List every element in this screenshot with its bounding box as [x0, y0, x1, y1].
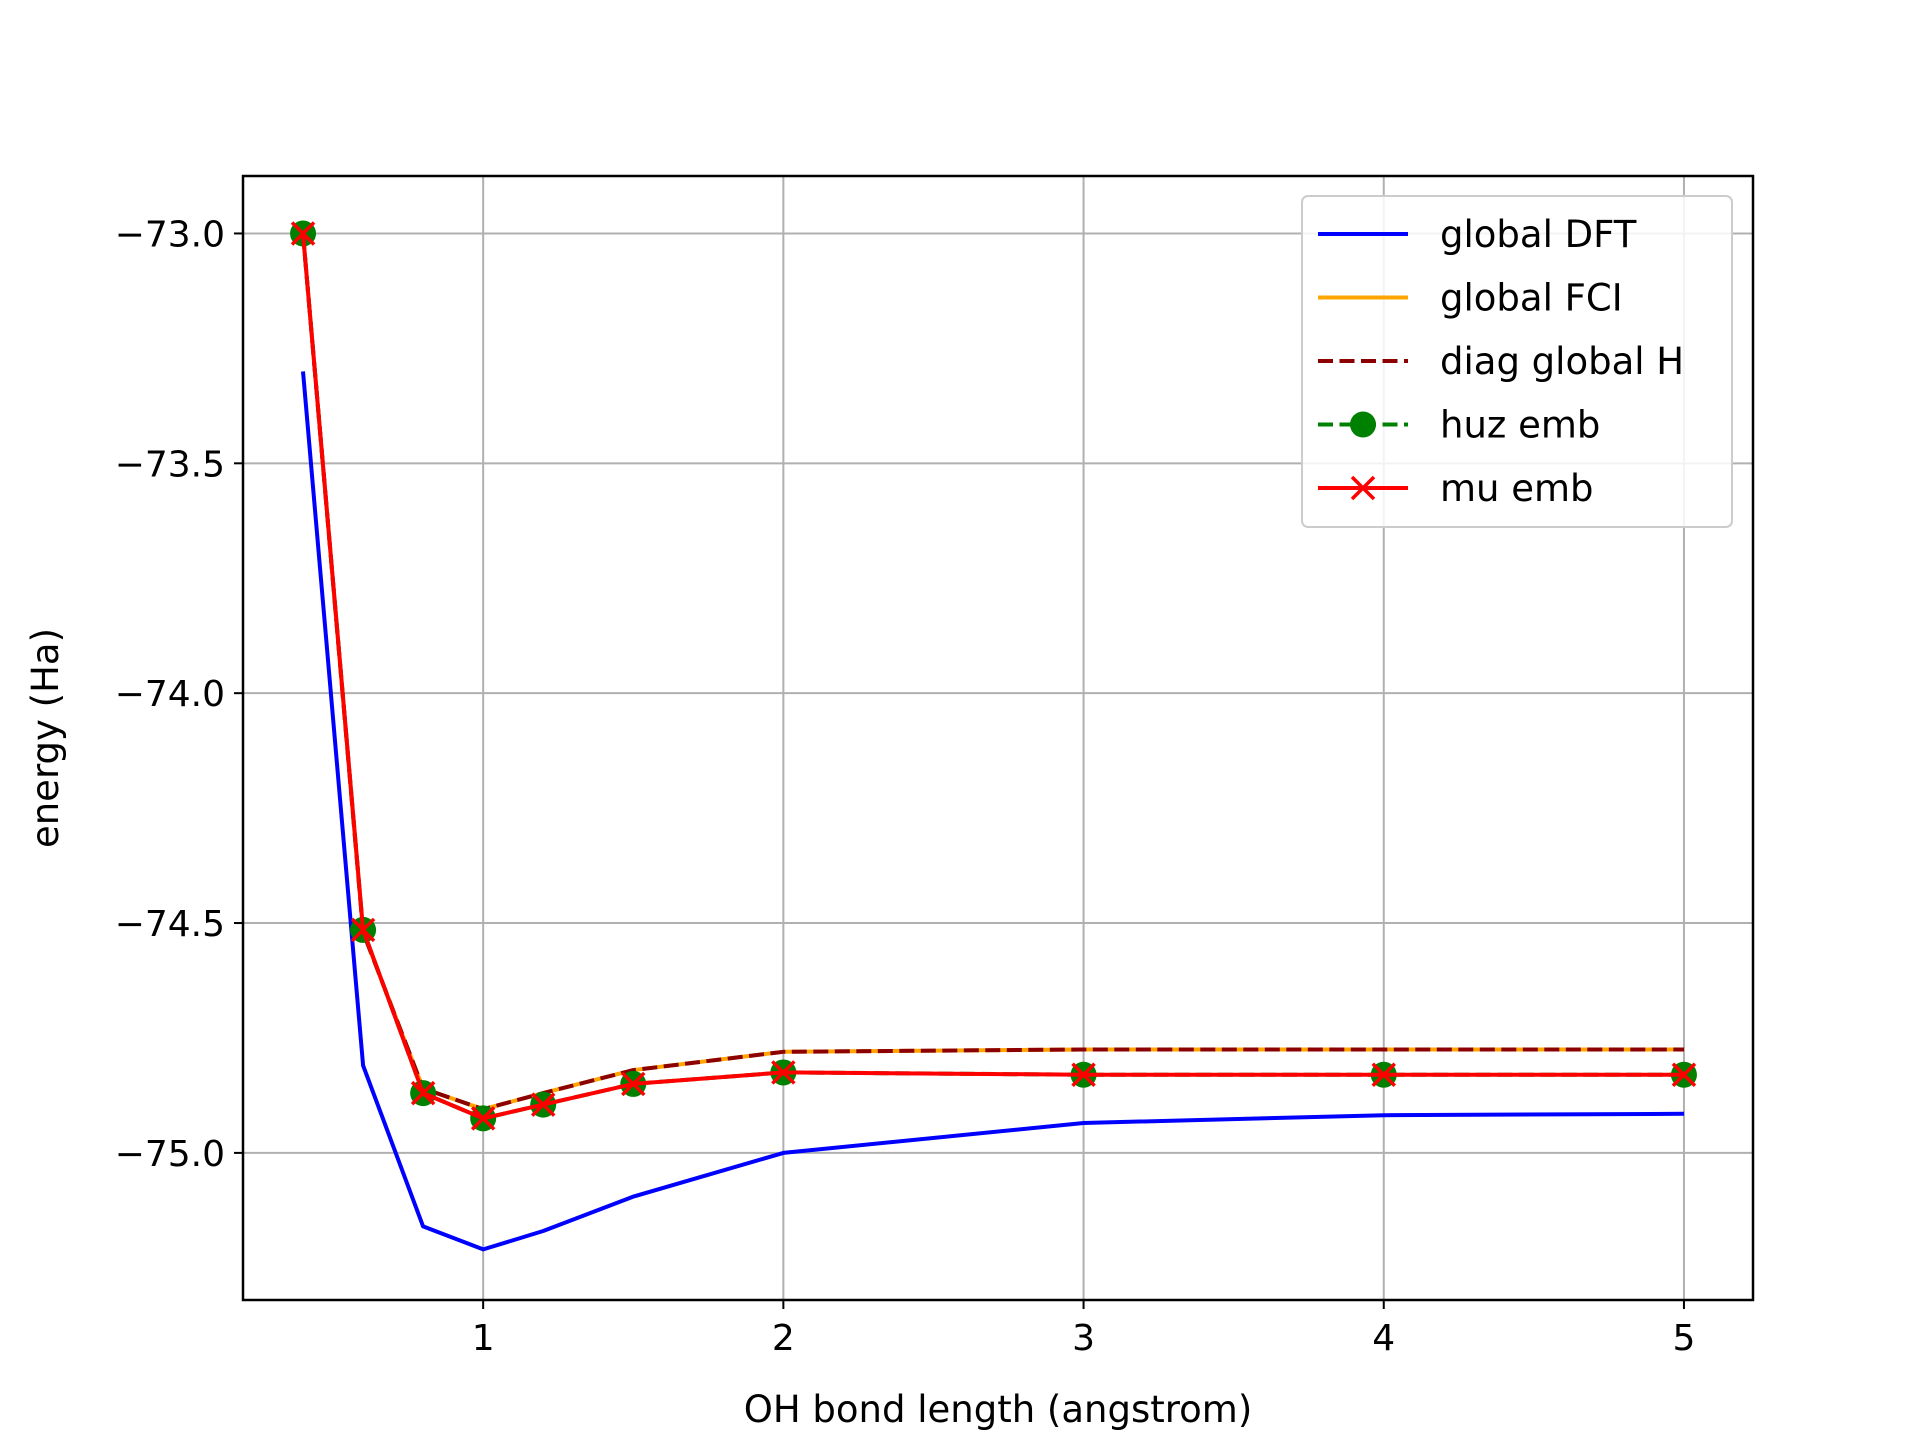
- data-point: [1071, 1062, 1096, 1087]
- legend-item-diag-global-h: diag global H: [1318, 340, 1684, 383]
- x-tick-label: 1: [472, 1318, 495, 1359]
- legend-swatch-marker: [1350, 475, 1376, 501]
- data-point: [470, 1106, 496, 1131]
- data-point: [1371, 1062, 1396, 1087]
- plot-frame: [241, 174, 1755, 1302]
- x-tick-label: 3: [1072, 1318, 1095, 1359]
- data-point: [350, 917, 376, 943]
- legend-label: global FCI: [1440, 277, 1623, 320]
- legend-item-huz-emb: huz emb: [1318, 404, 1600, 447]
- series-line-mu-emb: [301, 233, 1684, 1121]
- legend-box: [1301, 195, 1733, 528]
- series-global-dft: [301, 371, 1685, 1252]
- y-tick-label: −74.5: [115, 904, 225, 945]
- data-point: [621, 1071, 646, 1097]
- y-tick-label: −75.0: [115, 1134, 225, 1175]
- y-axis-label: energy (Ha): [24, 628, 67, 848]
- legend-label: mu emb: [1440, 467, 1594, 510]
- legend-item-global-dft: global DFT: [1318, 213, 1637, 256]
- legend-label: huz emb: [1440, 404, 1600, 447]
- x-tick-label: 4: [1372, 1318, 1395, 1359]
- x-tick-label: 5: [1673, 1318, 1696, 1359]
- series-line-global-dft: [301, 371, 1685, 1252]
- y-tick-label: −73.5: [115, 444, 225, 485]
- axis-ticks: 1 2 3 4 5 −75.0 −74.5 −74.0 −73.5 −73.0: [115, 214, 1696, 1359]
- legend-label: global DFT: [1440, 213, 1637, 256]
- data-point: [290, 221, 316, 246]
- y-tick-label: −73.0: [115, 214, 225, 255]
- data-point: [530, 1092, 556, 1117]
- legend-item-global-fci: global FCI: [1318, 277, 1623, 320]
- data-point: [771, 1060, 796, 1085]
- x-tick-label: 2: [772, 1318, 795, 1359]
- y-tick-label: −74.0: [115, 674, 225, 715]
- legend: global DFT global FCI diag global H huz emb…: [1301, 195, 1733, 528]
- legend-swatch-marker: [1350, 411, 1376, 438]
- legend-item-mu-emb: mu emb: [1318, 467, 1594, 510]
- series-mu-emb: [290, 221, 1697, 1131]
- x-axis-label: OH bond length (angstrom): [744, 1388, 1253, 1431]
- legend-label: diag global H: [1440, 340, 1684, 383]
- data-point: [410, 1080, 436, 1106]
- series-layer: [290, 220, 1697, 1252]
- data-point: [1671, 1062, 1697, 1087]
